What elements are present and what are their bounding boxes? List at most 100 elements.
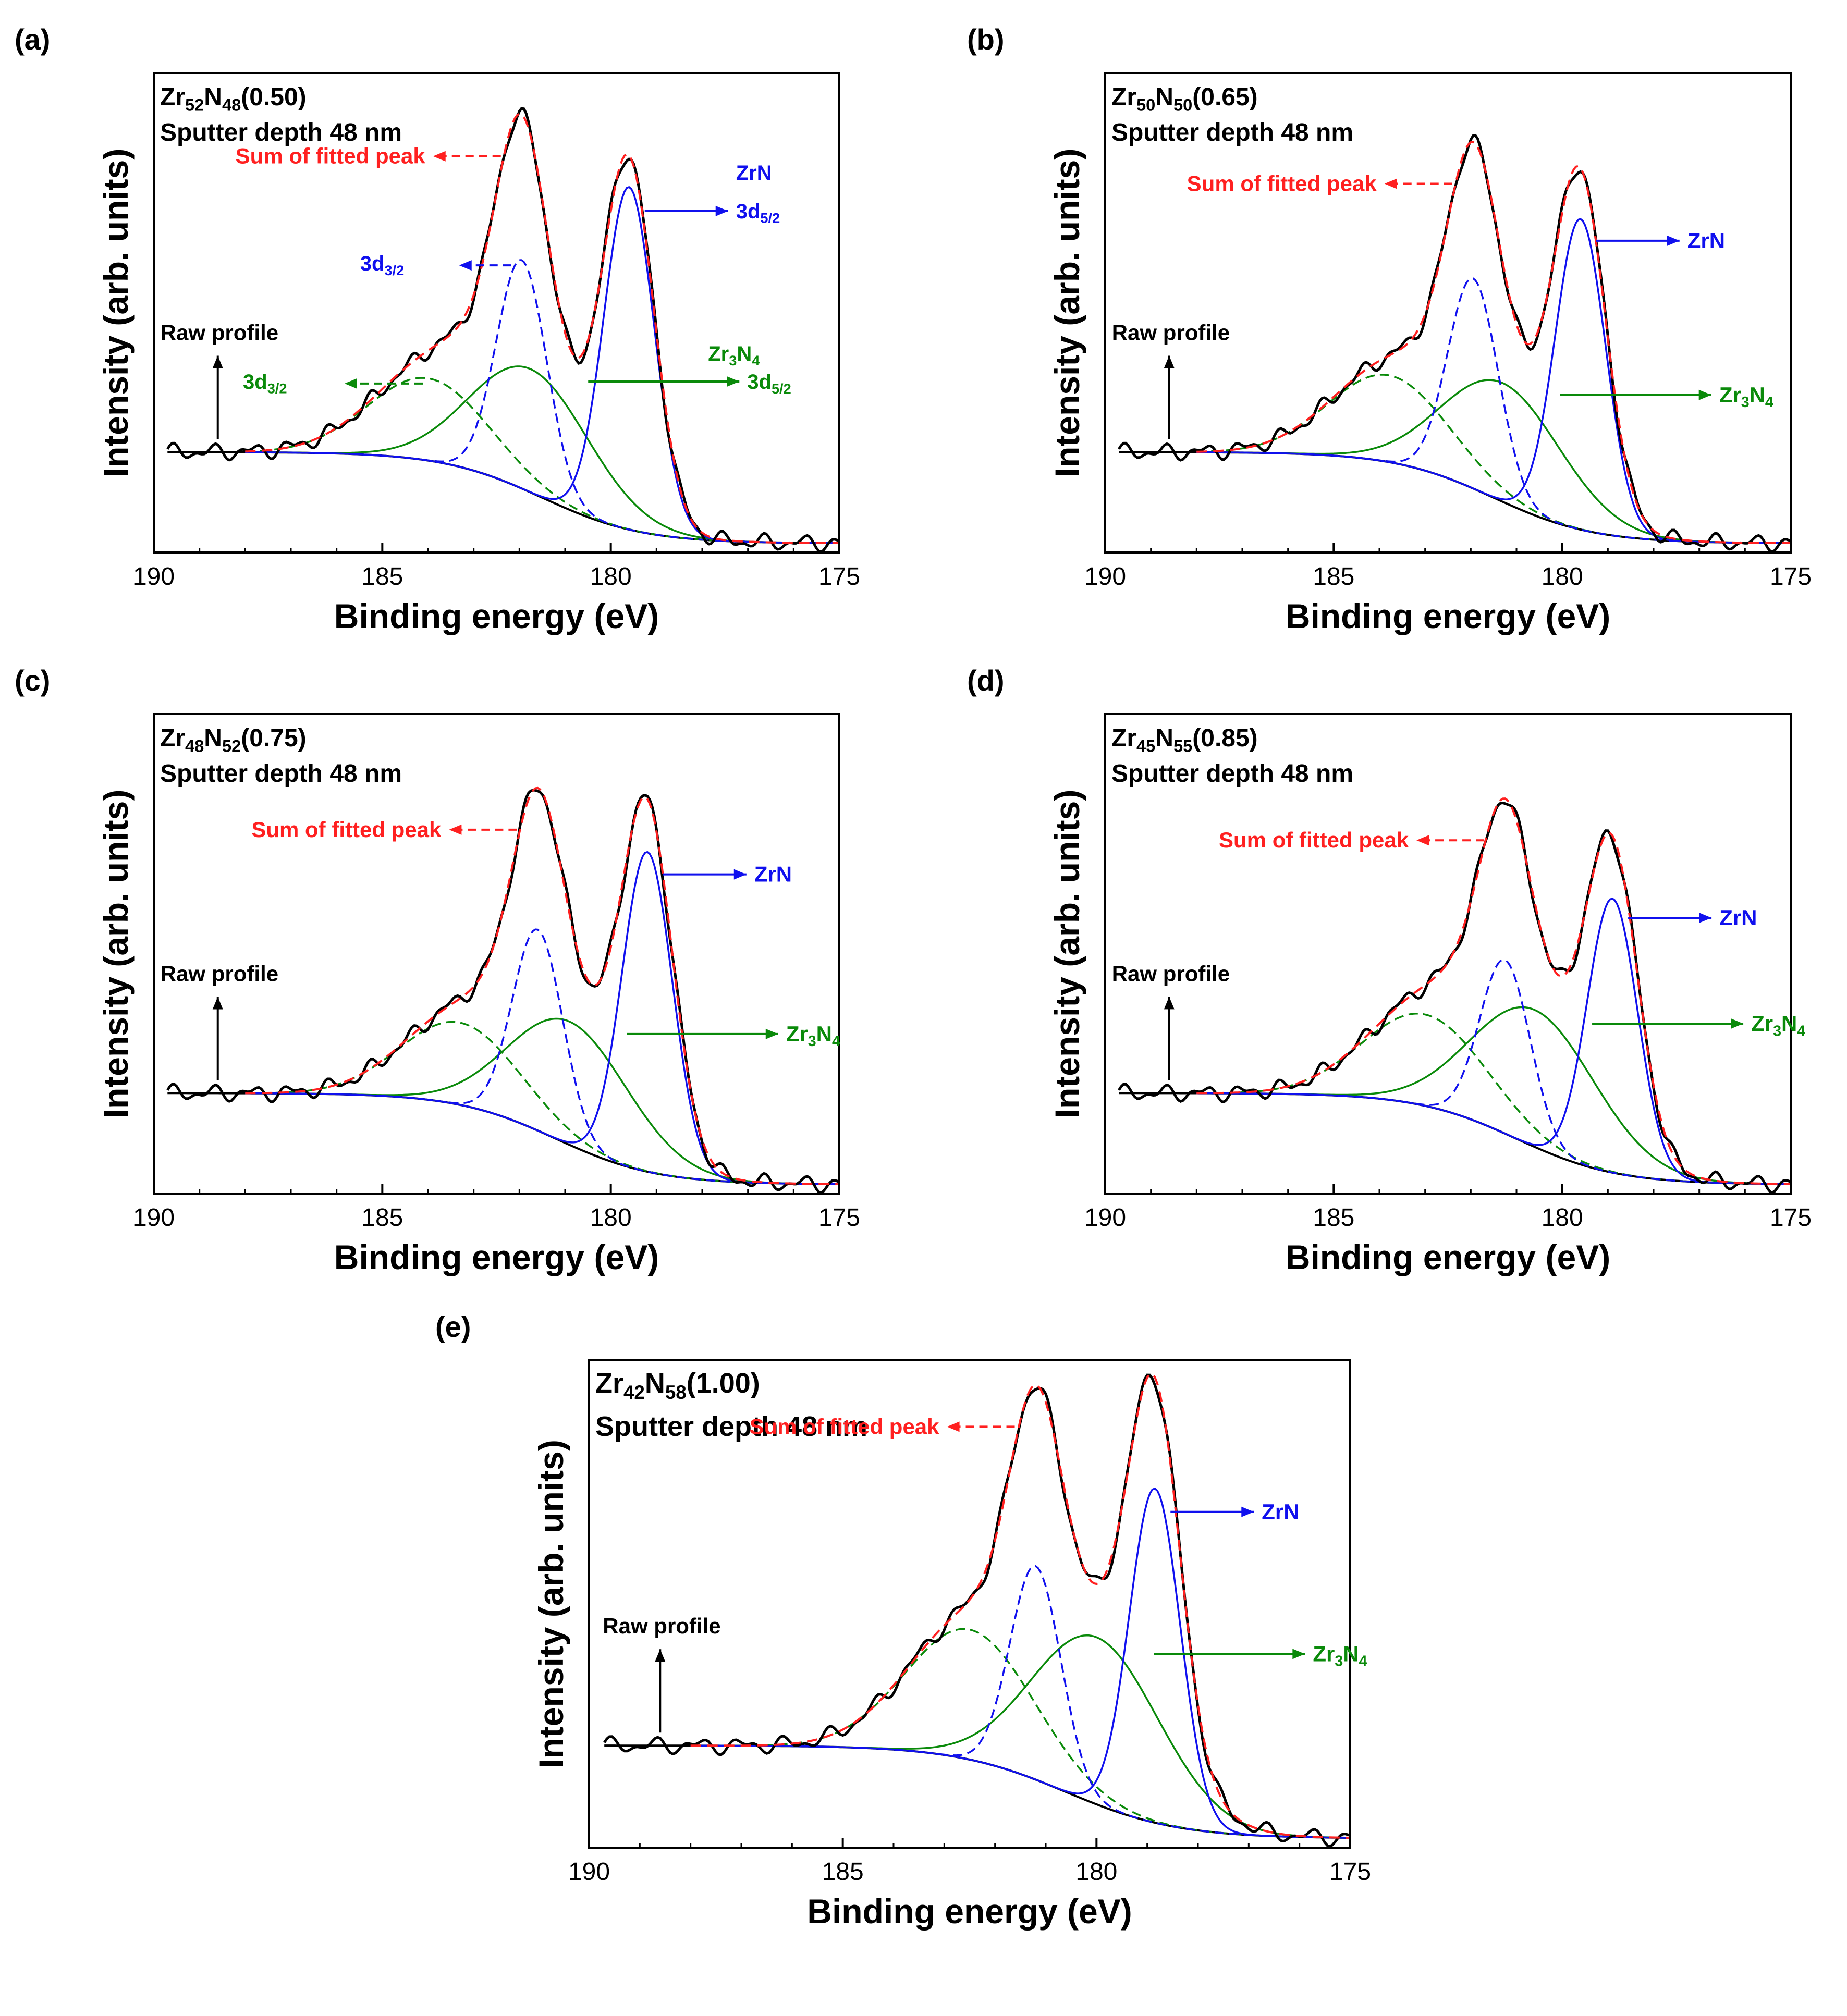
- sputter-depth-label: Sputter depth 48 nm: [595, 1411, 867, 1442]
- sample-title: Zr48N52(0.75): [160, 724, 307, 756]
- raw-profile-label: Raw profile: [603, 1614, 720, 1638]
- zr3n4-arrow: [1560, 389, 1711, 400]
- sample-title: Zr50N50(0.65): [1111, 83, 1258, 115]
- x-axis-label: Binding energy (eV): [1286, 597, 1610, 635]
- zrn-arrow: [644, 205, 728, 216]
- sum-arrow-head: [433, 151, 446, 162]
- raw-arrow-head: [1164, 355, 1175, 368]
- x-axis-label: Binding energy (eV): [334, 1238, 659, 1276]
- sum-arrow: [1384, 178, 1452, 189]
- x-tick-label: 180: [1075, 1858, 1117, 1886]
- sum-fitted-label: Sum of fitted peak: [236, 144, 426, 168]
- sum-fitted-label: Sum of fitted peak: [1187, 171, 1377, 196]
- curves-e: [603, 1373, 1350, 1848]
- y-axis-label: Intensity (arb. units): [1048, 149, 1086, 477]
- x-tick-label: 180: [1542, 563, 1583, 591]
- zr3n4-3d32-arrow-head: [345, 378, 357, 389]
- panel-label-e: (e): [435, 1310, 471, 1343]
- x-tick-label: 175: [1770, 563, 1812, 591]
- zr3n4-label: Zr3N4: [708, 342, 760, 368]
- zrn-arrow-head: [1241, 1506, 1254, 1517]
- sum-arrow: [433, 151, 501, 162]
- zr3n4-arrow-head: [727, 376, 740, 387]
- zr3n4-3d32-curve: [1196, 1013, 1791, 1185]
- raw-arrow-head: [212, 355, 223, 368]
- zr3n4-arrow: [627, 1028, 778, 1039]
- x-axis-label: Binding energy (eV): [334, 597, 659, 635]
- sum-fitted-label: Sum of fitted peak: [749, 1414, 939, 1439]
- sputter-depth-label: Sputter depth 48 nm: [1111, 760, 1353, 788]
- x-tick-label: 175: [1770, 1204, 1812, 1232]
- sum-fitted-curve: [690, 1373, 1350, 1839]
- zr3n4-3d32-arrow: [345, 378, 423, 389]
- raw-profile-label: Raw profile: [161, 961, 278, 986]
- zr3n4-3d32-curve: [690, 1628, 1350, 1839]
- background-curve: [1119, 1092, 1791, 1185]
- curves-d: [1118, 797, 1791, 1194]
- y-axis-label: Intensity (arb. units): [1048, 790, 1086, 1118]
- x-tick-label: 185: [1313, 1204, 1354, 1232]
- raw-profile-curve: [1118, 801, 1791, 1194]
- sample-title: Zr52N48(0.50): [160, 83, 307, 115]
- panel-b: (b) 190 185 180 175 Binding energy (eV) Intens…: [967, 23, 1812, 635]
- zrn-3d32-arrow: [459, 260, 511, 271]
- plot-frame: [153, 713, 840, 1195]
- panel-e: (e) 190 185 180 175 Binding energy (eV) Intens…: [435, 1310, 1371, 1931]
- zrn-arrow: [1596, 235, 1680, 246]
- zrn-3d32-label: 3d3/2: [360, 252, 404, 278]
- background-curve: [604, 1744, 1350, 1839]
- panel-c: (c) 190 185 180 175 Binding energy (eV) Intens…: [15, 664, 860, 1276]
- zr3n4-3d32-label: 3d3/2: [243, 371, 287, 397]
- panel-d: (d) 190 185 180 175 Binding energy (eV) Intens…: [967, 664, 1812, 1276]
- x-tick-label: 180: [1542, 1204, 1583, 1232]
- sample-title: Zr45N55(0.85): [1111, 724, 1258, 756]
- zrn-arrow-head: [1699, 912, 1712, 923]
- x-tick-label: 185: [361, 1204, 403, 1232]
- zr3n4-label: Zr3N4: [786, 1022, 840, 1050]
- sum-arrow-head: [1416, 835, 1429, 846]
- zr3n4-3d52-curve: [245, 1017, 839, 1185]
- zr3n4-3d52-curve: [1196, 379, 1791, 544]
- zrn-arrow: [1628, 912, 1712, 923]
- x-tick-label: 190: [1084, 1204, 1126, 1232]
- x-tick-label: 175: [818, 1204, 860, 1232]
- raw-arrow-head: [655, 1649, 666, 1662]
- sum-arrow: [1416, 835, 1485, 846]
- panel-label-c: (c): [15, 664, 50, 697]
- zrn-3d52-label: 3d5/2: [736, 200, 780, 226]
- curves-b: [1118, 133, 1791, 552]
- sputter-depth-label: Sputter depth 48 nm: [1111, 119, 1353, 146]
- raw-arrow: [1164, 355, 1175, 439]
- zrn-label: ZrN: [736, 162, 772, 185]
- panel-label-a: (a): [15, 23, 50, 56]
- x-tick-label: 180: [590, 1204, 632, 1232]
- sum-arrow: [947, 1421, 1015, 1432]
- zr3n4-3d52-label: 3d5/2: [747, 371, 791, 397]
- zr3n4-arrow: [1592, 1018, 1744, 1029]
- zr3n4-3d32-curve: [1196, 374, 1791, 544]
- zrn-3d52-curve: [1196, 898, 1791, 1185]
- zrn-label: ZrN: [1719, 905, 1757, 930]
- zrn-3d32-curve: [245, 259, 839, 544]
- raw-profile-curve: [603, 1373, 1350, 1848]
- x-tick-label: 185: [361, 563, 403, 591]
- zrn-arrow-head: [1667, 235, 1680, 246]
- raw-arrow: [655, 1649, 666, 1733]
- zr3n4-3d32-curve: [245, 377, 839, 544]
- zr3n4-arrow: [1154, 1649, 1305, 1659]
- zrn-3d52-curve: [245, 851, 839, 1185]
- sum-fitted-curve: [1196, 141, 1791, 544]
- zr3n4-label: Zr3N4: [1313, 1641, 1367, 1669]
- y-axis-label: Intensity (arb. units): [96, 149, 135, 477]
- zrn-3d32-curve: [1196, 958, 1791, 1185]
- x-tick-label: 190: [1084, 563, 1126, 591]
- y-axis-label: Intensity (arb. units): [96, 790, 135, 1118]
- plot-frame: [1104, 713, 1792, 1195]
- sum-arrow: [449, 824, 517, 835]
- sum-fitted-curve: [1196, 797, 1791, 1185]
- zrn-arrow-head: [715, 205, 728, 216]
- x-axis-label: Binding energy (eV): [1286, 1238, 1610, 1276]
- sum-fitted-label: Sum of fitted peak: [1219, 828, 1409, 852]
- raw-profile-label: Raw profile: [161, 321, 278, 345]
